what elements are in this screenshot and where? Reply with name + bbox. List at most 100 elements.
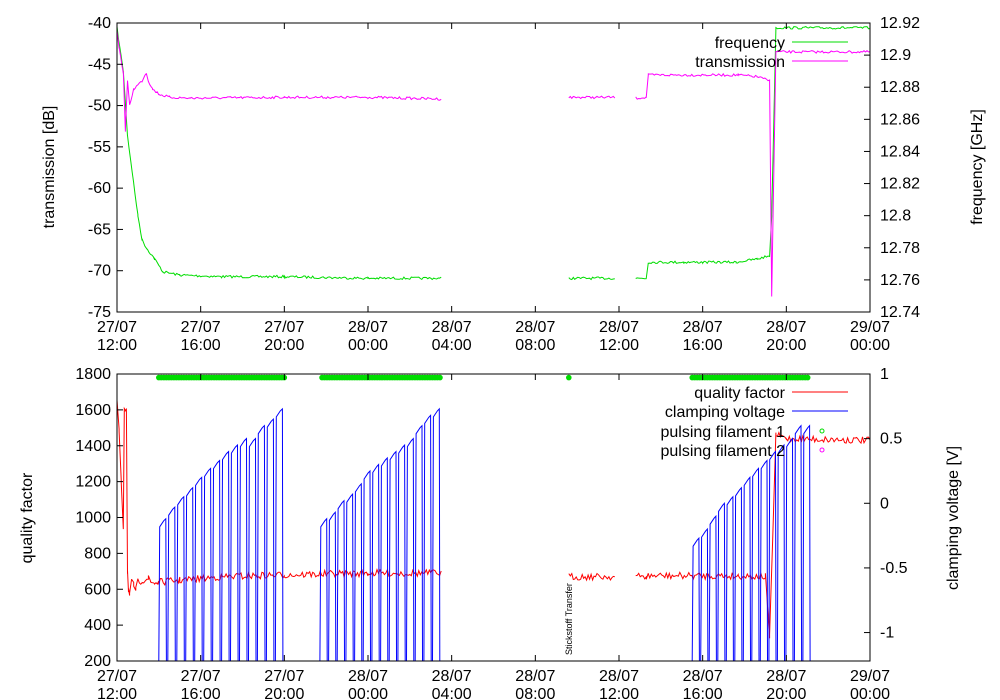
y-tick-label: 200 [84,653,111,670]
x-tick-label-time: 20:00 [766,337,806,354]
y2-tick-label: 12.74 [880,304,920,321]
x-tick-label-time: 04:00 [432,337,472,354]
y2-tick-label: 1 [880,366,889,383]
x-tick-label-date: 28/07 [348,668,388,685]
x-tick-label-time: 20:00 [766,686,806,700]
legend-pulsing-filament-2-label: pulsing filament 2 [660,443,785,460]
x-tick-label-date: 29/07 [850,668,890,685]
x-tick-label-date: 28/07 [766,668,806,685]
x-tick-label-date: 29/07 [850,319,890,336]
x-tick-label-time: 16:00 [181,686,221,700]
x-tick-label-time: 20:00 [264,337,304,354]
x-tick-label-date: 28/07 [432,319,472,336]
legend-quality-factor-label: quality factor [694,385,785,402]
x-tick-label-time: 00:00 [348,686,388,700]
x-tick-label-time: 08:00 [515,686,555,700]
legend-transmission-label: transmission [695,54,785,71]
y2-tick-label: 12.9 [880,47,911,64]
y2-tick-label: -0.5 [880,560,908,577]
series-clamping-voltage-run-0 [158,407,284,662]
y-tick-label: -75 [88,304,111,321]
top-panel-series [116,26,870,297]
x-tick-label-time: 04:00 [432,686,472,700]
x-tick-label-time: 16:00 [683,337,723,354]
x-tick-label-date: 27/07 [97,668,137,685]
y2-tick-label: 12.8 [880,208,911,225]
y2-tick-label: 0.5 [880,431,902,448]
y-tick-label: -70 [88,263,111,280]
legend-frequency-label: frequency [715,35,785,52]
x-tick-label-date: 27/07 [181,319,221,336]
x-tick-label-time: 00:00 [850,686,890,700]
x-tick-label-date: 28/07 [348,319,388,336]
x-tick-label-date: 27/07 [181,668,221,685]
series-clamping-voltage-run-2 [691,424,811,662]
legend-pulsing-filament-1-marker [819,428,825,434]
y-tick-label: -40 [88,15,111,32]
top-panel-frame [116,22,871,313]
top-panel-transmission-frequency: 27/0712:0027/0716:0027/0720:0028/0700:00… [41,15,986,354]
y-tick-label: 1200 [75,474,111,491]
legend-clamping-voltage-label: clamping voltage [665,404,785,421]
y-tick-label: 1400 [75,438,111,455]
top-panel-ticks: 27/0712:0027/0716:0027/0720:0028/0700:00… [88,15,920,354]
series-clamping-voltage-run-1 [319,407,441,662]
y-tick-label: 600 [84,581,111,598]
pulsing-filament-marker [437,374,443,381]
series-transmission-line [116,30,870,297]
y-tick-label: 1600 [75,402,111,419]
y-tick-label: -60 [88,180,111,197]
pulsing-filament-marker [566,374,572,381]
x-tick-label-time: 00:00 [348,337,388,354]
y-tick-label: 1000 [75,510,111,527]
x-tick-label-date: 27/07 [264,668,304,685]
legend-pulsing-filament-1-label: pulsing filament 1 [660,424,785,441]
y-tick-label: 800 [84,545,111,562]
x-tick-label-date: 28/07 [599,668,639,685]
bottom-y2-axis-label: clamping voltage [V] [945,446,962,590]
y2-tick-label: -1 [880,625,894,642]
x-tick-label-time: 12:00 [599,337,639,354]
bottom-panel-quality-clamping: 27/0712:0027/0716:0027/0720:0028/0700:00… [19,366,962,700]
bottom-panel-ticks: 27/0712:0027/0716:0027/0720:0028/0700:00… [75,366,907,700]
x-tick-label-time: 12:00 [97,337,137,354]
y2-tick-label: 0 [880,495,889,512]
y2-tick-label: 12.92 [880,15,920,32]
y-tick-label: -45 [88,56,111,73]
top-y-axis-label: transmission [dB] [41,106,58,229]
bottom-panel-series [116,374,871,662]
x-tick-label-date: 28/07 [515,319,555,336]
y-tick-label: -50 [88,98,111,115]
x-tick-label-date: 28/07 [432,668,472,685]
x-tick-label-date: 27/07 [264,319,304,336]
x-tick-label-date: 28/07 [766,319,806,336]
x-tick-label-time: 12:00 [599,686,639,700]
x-tick-label-time: 16:00 [683,686,723,700]
y2-tick-label: 12.86 [880,111,920,128]
y-tick-label: -55 [88,139,111,156]
bottom-y-axis-label: quality factor [19,472,36,563]
nitrogen-transfer-annotation: Stickstoff Transfer [564,583,574,655]
x-tick-label-date: 28/07 [683,319,723,336]
y2-tick-label: 12.88 [880,79,920,96]
x-tick-label-time: 16:00 [181,337,221,354]
x-tick-label-time: 08:00 [515,337,555,354]
y2-tick-label: 12.78 [880,240,920,257]
x-tick-label-time: 00:00 [850,337,890,354]
x-tick-label-time: 12:00 [97,686,137,700]
x-tick-label-date: 28/07 [599,319,639,336]
top-y2-axis-label: frequency [GHz] [969,109,986,225]
bottom-panel-legend: quality factor clamping voltage pulsing … [660,385,848,460]
y2-tick-label: 12.82 [880,176,920,193]
y2-tick-label: 12.76 [880,272,920,289]
y-tick-label: 400 [84,617,111,634]
x-tick-label-date: 28/07 [683,668,723,685]
top-panel-legend: frequency transmission [695,35,848,71]
pulsing-filament-marker [804,374,811,381]
y2-tick-label: 12.84 [880,143,920,160]
y-tick-label: 1800 [75,366,111,383]
series-frequency-line [116,26,870,281]
x-tick-label-time: 20:00 [264,686,304,700]
